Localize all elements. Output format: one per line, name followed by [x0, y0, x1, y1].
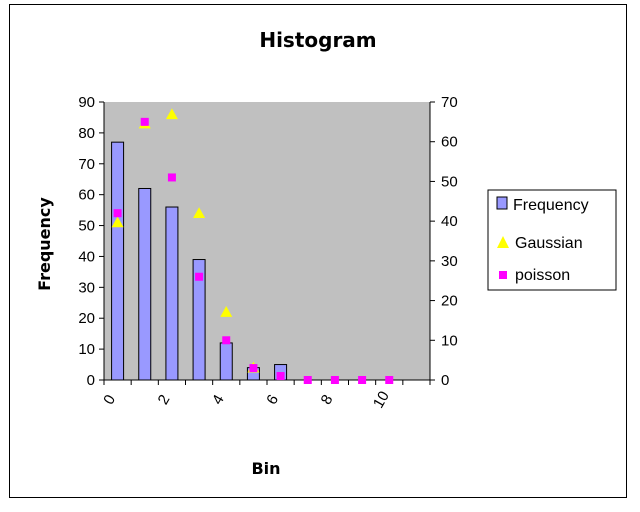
y-tick-label: 90 [78, 94, 95, 111]
legend-label-gaussian: Gaussian [515, 235, 583, 252]
legend-swatch-frequency [496, 196, 508, 210]
y-tick-label: 10 [78, 341, 95, 358]
poisson-marker [330, 376, 339, 384]
poisson-marker [249, 364, 258, 373]
x-tick-label: 0 [100, 392, 119, 408]
y2-tick-label: 60 [441, 134, 458, 151]
gaussian-marker [111, 216, 124, 228]
y2-tick-label: 10 [441, 332, 458, 349]
poisson-marker [276, 372, 285, 381]
poisson-marker [195, 272, 204, 281]
y2-tick-label: 20 [441, 293, 458, 310]
x-tick-label: 6 [263, 392, 282, 408]
x-tick-label: 4 [209, 392, 228, 408]
marker-series [111, 108, 394, 384]
legend-label-frequency: Frequency [513, 197, 589, 214]
bar [219, 342, 233, 381]
poisson-marker [385, 376, 394, 384]
bar [165, 206, 179, 381]
legend-label-poisson: poisson [515, 267, 570, 284]
y-tick-label: 0 [87, 372, 95, 389]
legend-box [487, 189, 617, 291]
y2-tick-label: 0 [441, 372, 449, 389]
poisson-marker [303, 376, 312, 384]
poisson-marker [140, 117, 149, 126]
y-tick-label: 20 [78, 310, 95, 327]
legend: Frequency Gaussian poisson [487, 189, 617, 291]
y-tick-label: 60 [78, 187, 95, 204]
bar-series [111, 141, 288, 381]
y2-tick-label: 50 [441, 173, 458, 190]
y2-tick-label: 70 [441, 94, 458, 111]
y-axis-title: Frequency [35, 197, 54, 291]
y-tick-label: 70 [78, 156, 95, 173]
y2-tick-label: 30 [441, 253, 458, 270]
plot-area [104, 102, 430, 380]
y-tick-label: 40 [78, 248, 95, 265]
y-tick-label: 80 [78, 125, 95, 142]
x-axis-title: Bin [251, 459, 280, 478]
y2-tick-label: 40 [441, 213, 458, 230]
x-tick-label: 8 [318, 392, 337, 408]
gaussian-marker [193, 207, 206, 218]
x-tick-label: 10 [370, 388, 393, 411]
x-tick-label: 2 [155, 392, 174, 408]
legend-swatch-poisson [499, 271, 507, 279]
legend-swatch-gaussian [497, 236, 509, 248]
y-tick-label: 50 [78, 218, 95, 235]
gaussian-marker [220, 306, 233, 317]
chart-title: Histogram [259, 28, 376, 52]
gaussian-marker [165, 108, 178, 120]
poisson-marker [358, 376, 367, 384]
y-tick-label: 30 [78, 279, 95, 296]
poisson-marker [167, 173, 176, 182]
bar [138, 187, 152, 381]
bar [111, 141, 125, 381]
poisson-marker [222, 336, 231, 345]
poisson-marker [113, 209, 122, 218]
